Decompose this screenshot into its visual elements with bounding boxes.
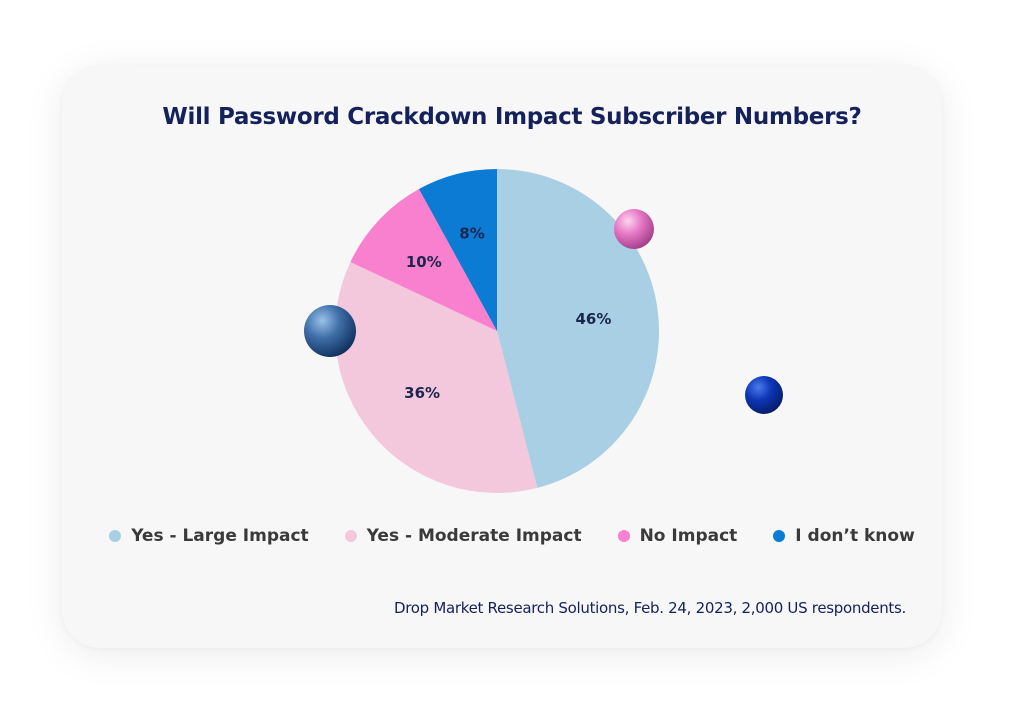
chart-legend: Yes - Large Impact Yes - Moderate Impact… xyxy=(0,526,1024,546)
legend-swatch-no-impact xyxy=(617,530,630,542)
source-note: Drop Market Research Solutions, Feb. 24,… xyxy=(393,599,906,617)
legend-item: I don’t know xyxy=(773,526,915,546)
chart-title: Will Password Crackdown Impact Subscribe… xyxy=(162,104,862,130)
decorative-sphere-steel xyxy=(304,305,356,357)
pie-slice xyxy=(418,169,497,331)
slice-value-label: 8% xyxy=(459,225,484,243)
slice-value-label: 36% xyxy=(404,384,440,402)
pie-slice xyxy=(335,262,538,493)
decorative-sphere-blue xyxy=(745,376,783,414)
legend-swatch-dont-know xyxy=(773,530,786,542)
legend-label: I don’t know xyxy=(795,526,915,546)
legend-label: Yes - Moderate Impact xyxy=(366,526,582,546)
legend-swatch-moderate-impact xyxy=(344,530,357,542)
legend-label: Yes - Large Impact xyxy=(131,526,309,546)
pie-slice xyxy=(350,189,497,331)
slice-value-label: 10% xyxy=(406,253,442,271)
legend-label: No Impact xyxy=(639,526,738,546)
decorative-sphere-pink xyxy=(614,209,654,249)
legend-swatch-large-impact xyxy=(109,530,122,542)
legend-item: No Impact xyxy=(617,526,738,546)
pie-slice xyxy=(497,169,659,488)
slice-value-label: 46% xyxy=(575,310,611,328)
legend-item: Yes - Moderate Impact xyxy=(344,526,582,546)
legend-item: Yes - Large Impact xyxy=(109,526,309,546)
